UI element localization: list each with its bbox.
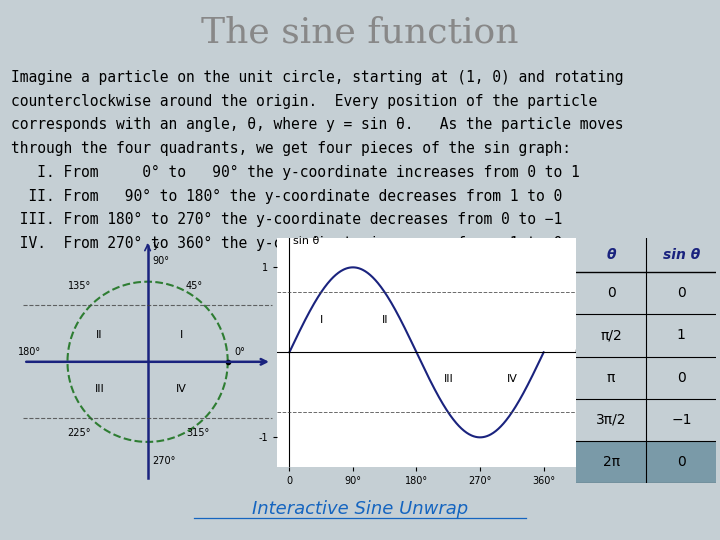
Text: 225°: 225°: [68, 428, 91, 437]
Text: III. From 180° to 270° the y-coordinate decreases from 0 to −1: III. From 180° to 270° the y-coordinate …: [11, 212, 562, 227]
Text: counterclockwise around the origin.  Every position of the particle: counterclockwise around the origin. Ever…: [11, 94, 597, 109]
Text: through the four quadrants, we get four pieces of the sin graph:: through the four quadrants, we get four …: [11, 141, 571, 156]
Text: The sine function: The sine function: [202, 16, 518, 49]
Text: θ: θ: [606, 248, 616, 262]
Text: 0: 0: [607, 286, 616, 300]
Text: corresponds with an angle, θ, where y = sin θ.   As the particle moves: corresponds with an angle, θ, where y = …: [11, 117, 624, 132]
Text: π/2: π/2: [600, 328, 622, 342]
Bar: [576, 272, 716, 314]
Text: 135°: 135°: [68, 281, 91, 291]
Text: 0: 0: [677, 455, 685, 469]
Text: Imagine a particle on the unit circle, starting at (1, 0) and rotating: Imagine a particle on the unit circle, s…: [11, 70, 624, 85]
Text: II: II: [96, 330, 103, 340]
Text: 90°: 90°: [153, 256, 169, 266]
Text: II: II: [382, 315, 388, 325]
Text: 0: 0: [677, 286, 685, 300]
Text: −1: −1: [671, 413, 691, 427]
Text: 1: 1: [677, 328, 685, 342]
Text: 180°: 180°: [18, 347, 41, 357]
Text: π: π: [607, 370, 616, 384]
Text: 0: 0: [677, 370, 685, 384]
Text: sin θ: sin θ: [292, 235, 319, 246]
Text: Interactive Sine Unwrap: Interactive Sine Unwrap: [252, 500, 468, 518]
Bar: [576, 356, 716, 399]
Text: IV: IV: [506, 374, 517, 384]
Text: I: I: [179, 330, 183, 340]
Text: I: I: [320, 315, 323, 325]
Text: 3π/2: 3π/2: [596, 413, 626, 427]
Bar: [576, 441, 716, 483]
Bar: [576, 399, 716, 441]
Text: III: III: [94, 384, 104, 394]
Text: 270°: 270°: [153, 456, 176, 467]
Text: III: III: [444, 374, 453, 384]
Text: IV.  From 270° to 360° the y-coordinate increases from −1 to 0: IV. From 270° to 360° the y-coordinate i…: [11, 236, 562, 251]
Text: sin θ: sin θ: [662, 248, 700, 262]
Text: 315°: 315°: [186, 428, 210, 437]
Text: y: y: [153, 240, 159, 250]
Text: II. From   90° to 180° the y-coordinate decreases from 1 to 0: II. From 90° to 180° the y-coordinate de…: [11, 188, 562, 204]
Text: IV: IV: [176, 384, 186, 394]
Text: 45°: 45°: [186, 281, 203, 291]
Bar: [576, 314, 716, 356]
Text: 2π: 2π: [603, 455, 620, 469]
Text: θ: θ: [575, 346, 582, 359]
Text: 0°: 0°: [234, 347, 245, 357]
Text: I. From     0° to   90° the y-coordinate increases from 0 to 1: I. From 0° to 90° the y-coordinate incre…: [11, 165, 580, 180]
